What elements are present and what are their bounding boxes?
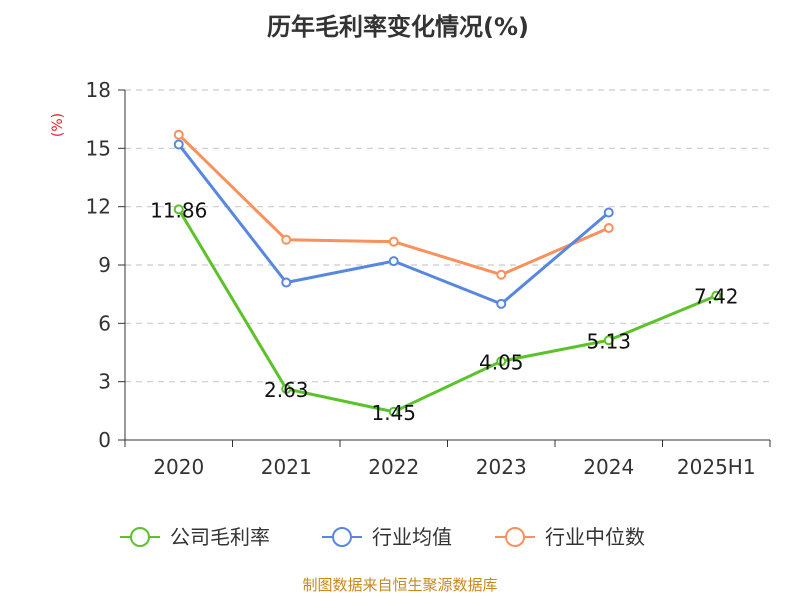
data-label: 4.05 <box>479 350 524 374</box>
data-point <box>388 236 399 247</box>
y-tick-label: 18 <box>86 78 111 102</box>
series-line-company <box>177 208 717 414</box>
legend-marker <box>332 527 352 547</box>
x-tick-label: 2021 <box>261 455 312 479</box>
grid-lines <box>125 89 770 383</box>
data-point <box>173 204 184 215</box>
data-point <box>388 256 399 267</box>
data-label: 5.13 <box>586 329 631 353</box>
data-point <box>281 277 292 288</box>
chart-title: 历年毛利率变化情况(%) <box>267 13 529 41</box>
series-line-industry-median <box>177 133 610 277</box>
data-point <box>711 290 722 301</box>
data-point <box>603 207 614 218</box>
y-tick-label: 0 <box>98 428 111 452</box>
y-tick-label: 15 <box>86 136 111 160</box>
data-point <box>496 269 507 280</box>
data-label: 1.45 <box>371 401 416 425</box>
data-label: 11.86 <box>150 198 207 222</box>
legend: 公司毛利率 行业均值 行业中位数 <box>120 525 645 549</box>
data-point <box>281 234 292 245</box>
source-footer: 制图数据来自恒生聚源数据库 <box>302 576 497 594</box>
legend-marker <box>130 527 150 547</box>
data-point <box>496 298 507 309</box>
x-tick-label: 2024 <box>583 455 634 479</box>
series-line-industry-mean <box>177 143 610 306</box>
data-point <box>173 139 184 150</box>
data-label: 2.63 <box>264 378 309 402</box>
y-tick-label: 9 <box>98 253 111 277</box>
axes: 0 3 6 9 12 15 18 2020 2021 2022 2023 2024 2025H1 <box>86 78 771 479</box>
legend-label: 公司毛利率 <box>170 525 270 549</box>
data-point <box>603 223 614 234</box>
x-tick-label: 2025H1 <box>677 455 756 479</box>
legend-label: 行业均值 <box>372 525 452 549</box>
y-axis-unit: (%) <box>50 113 66 137</box>
data-point <box>496 356 507 367</box>
data-point <box>388 406 399 417</box>
y-tick-label: 6 <box>98 311 111 335</box>
y-tick-label: 3 <box>98 370 111 394</box>
data-label: 7.42 <box>694 285 739 309</box>
series-layer <box>173 129 722 417</box>
y-tick-label: 12 <box>86 195 111 219</box>
x-tick-label: 2022 <box>368 455 419 479</box>
legend-label: 行业中位数 <box>545 525 645 549</box>
legend-marker <box>505 527 525 547</box>
data-labels: 11.86 2.63 1.45 4.05 5.13 7.42 <box>150 198 738 424</box>
data-point <box>603 335 614 346</box>
data-point <box>173 129 184 140</box>
data-point <box>281 383 292 394</box>
x-tick-label: 2020 <box>153 455 204 479</box>
x-tick-label: 2023 <box>476 455 527 479</box>
